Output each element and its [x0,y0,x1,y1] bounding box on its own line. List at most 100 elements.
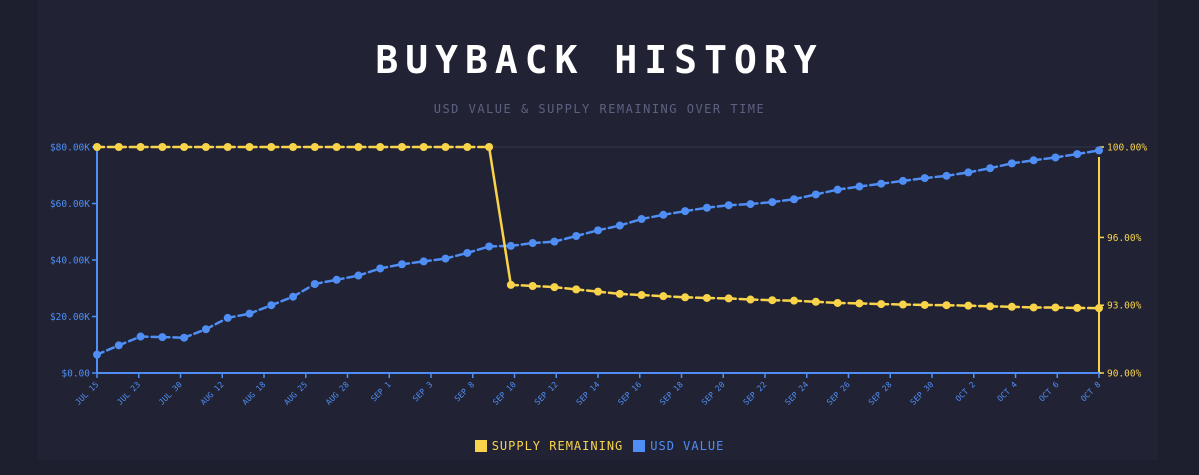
x-tick-label: SEP 20 [700,380,727,407]
data-point-usd-value [180,333,189,342]
legend-label-usd: USD VALUE [650,439,725,453]
data-point-supply-remaining [920,300,929,309]
legend: SUPPLY REMAINING USD VALUE [0,439,1199,453]
data-point-supply-remaining [485,143,494,151]
data-point-supply-remaining [332,143,341,151]
x-tick-label: SEP 28 [867,380,894,407]
data-point-supply-remaining [528,281,537,290]
data-point-supply-remaining [637,291,646,300]
data-point-usd-value [877,179,886,188]
data-point-usd-value [550,237,559,246]
x-tick-label: SEP 12 [533,380,560,407]
data-point-supply-remaining [877,300,886,309]
x-tick-label: AUG 18 [241,380,268,407]
x-tick-label: SEP 8 [453,380,477,404]
data-point-supply-remaining [833,298,842,307]
x-tick-label: SEP 1 [369,380,393,404]
data-point-supply-remaining [659,292,668,301]
data-point-supply-remaining [1073,303,1082,312]
data-point-supply-remaining [746,295,755,304]
data-point-supply-remaining [245,143,254,151]
data-point-supply-remaining [898,300,907,309]
data-point-usd-value [93,350,101,359]
data-point-usd-value [1007,159,1016,168]
data-point-usd-value [964,168,973,177]
data-point-usd-value [1051,153,1060,162]
data-point-usd-value [615,221,624,230]
legend-swatch-usd [633,440,646,452]
data-point-supply-remaining [136,143,145,151]
x-tick-label: SEP 14 [575,380,602,407]
data-point-supply-remaining [506,280,515,289]
data-point-usd-value [659,210,668,219]
data-point-supply-remaining [310,143,319,151]
series-segment-supply-remaining [487,145,513,287]
x-tick-label: JUL 30 [157,380,184,407]
data-point-supply-remaining [93,143,101,151]
data-point-supply-remaining [550,283,559,292]
y-left-tick-label: $60.00K [50,199,90,210]
x-tick-label: AUG 12 [199,380,226,407]
data-point-supply-remaining [223,143,232,151]
data-point-usd-value [114,341,123,350]
data-point-supply-remaining [855,299,864,308]
data-point-supply-remaining [441,143,450,151]
data-point-usd-value [637,215,646,224]
data-point-usd-value [397,260,406,269]
x-tick-label: OCT 2 [954,380,978,404]
x-tick-label: SEP 10 [491,380,518,407]
data-point-usd-value [485,242,494,251]
y-right-tick-label: 93.00% [1107,301,1142,312]
data-point-usd-value [746,200,755,209]
data-point-usd-value [267,301,276,310]
chart-title: BUYBACK HISTORY [375,38,824,82]
x-tick-label: OCT 4 [996,380,1020,404]
data-point-usd-value [594,226,602,235]
data-point-usd-value [245,309,254,318]
data-point-usd-value [528,239,537,248]
data-point-supply-remaining [768,296,777,305]
data-point-supply-remaining [1095,304,1103,313]
legend-label-supply: SUPPLY REMAINING [491,439,624,453]
x-tick-label: SEP 22 [742,380,769,407]
x-tick-label: SEP 24 [783,380,810,407]
data-point-usd-value [463,248,472,257]
x-tick-label: OCT 8 [1079,380,1103,404]
x-tick-label: JUL 15 [74,380,101,407]
y-right-tick-label: 96.00% [1107,233,1142,244]
data-point-supply-remaining [463,143,472,151]
series-segment-usd-value [291,282,317,298]
data-point-supply-remaining [201,143,210,151]
x-tick-label: SEP 3 [411,380,435,404]
legend-item-usd[interactable]: USD VALUE [633,439,724,453]
data-point-usd-value [1095,146,1103,155]
data-point-supply-remaining [964,301,973,310]
data-point-usd-value [898,176,907,185]
data-point-supply-remaining [397,143,406,151]
data-point-usd-value [1029,156,1038,165]
data-point-usd-value [506,241,515,250]
y-left-tick-label: $40.00K [50,256,90,267]
data-point-usd-value [681,207,690,216]
data-point-supply-remaining [811,297,820,306]
data-point-supply-remaining [790,296,799,305]
data-point-usd-value [702,203,711,212]
data-point-usd-value [855,182,864,191]
data-point-supply-remaining [1029,303,1038,312]
x-tick-label: SEP 18 [658,380,685,407]
data-point-usd-value [419,257,428,266]
chart-subtitle: USD VALUE & SUPPLY REMAINING OVER TIME [433,102,766,116]
data-point-supply-remaining [114,143,123,151]
data-point-supply-remaining [376,143,385,151]
data-point-usd-value [790,195,799,204]
data-point-usd-value [441,254,450,263]
data-point-usd-value [376,264,385,273]
data-point-usd-value [920,174,929,183]
data-point-supply-remaining [986,302,995,311]
data-point-usd-value [1073,150,1082,159]
data-point-usd-value [942,171,951,180]
data-point-usd-value [289,292,298,301]
legend-item-supply[interactable]: SUPPLY REMAINING [474,439,624,453]
data-point-supply-remaining [594,287,602,296]
